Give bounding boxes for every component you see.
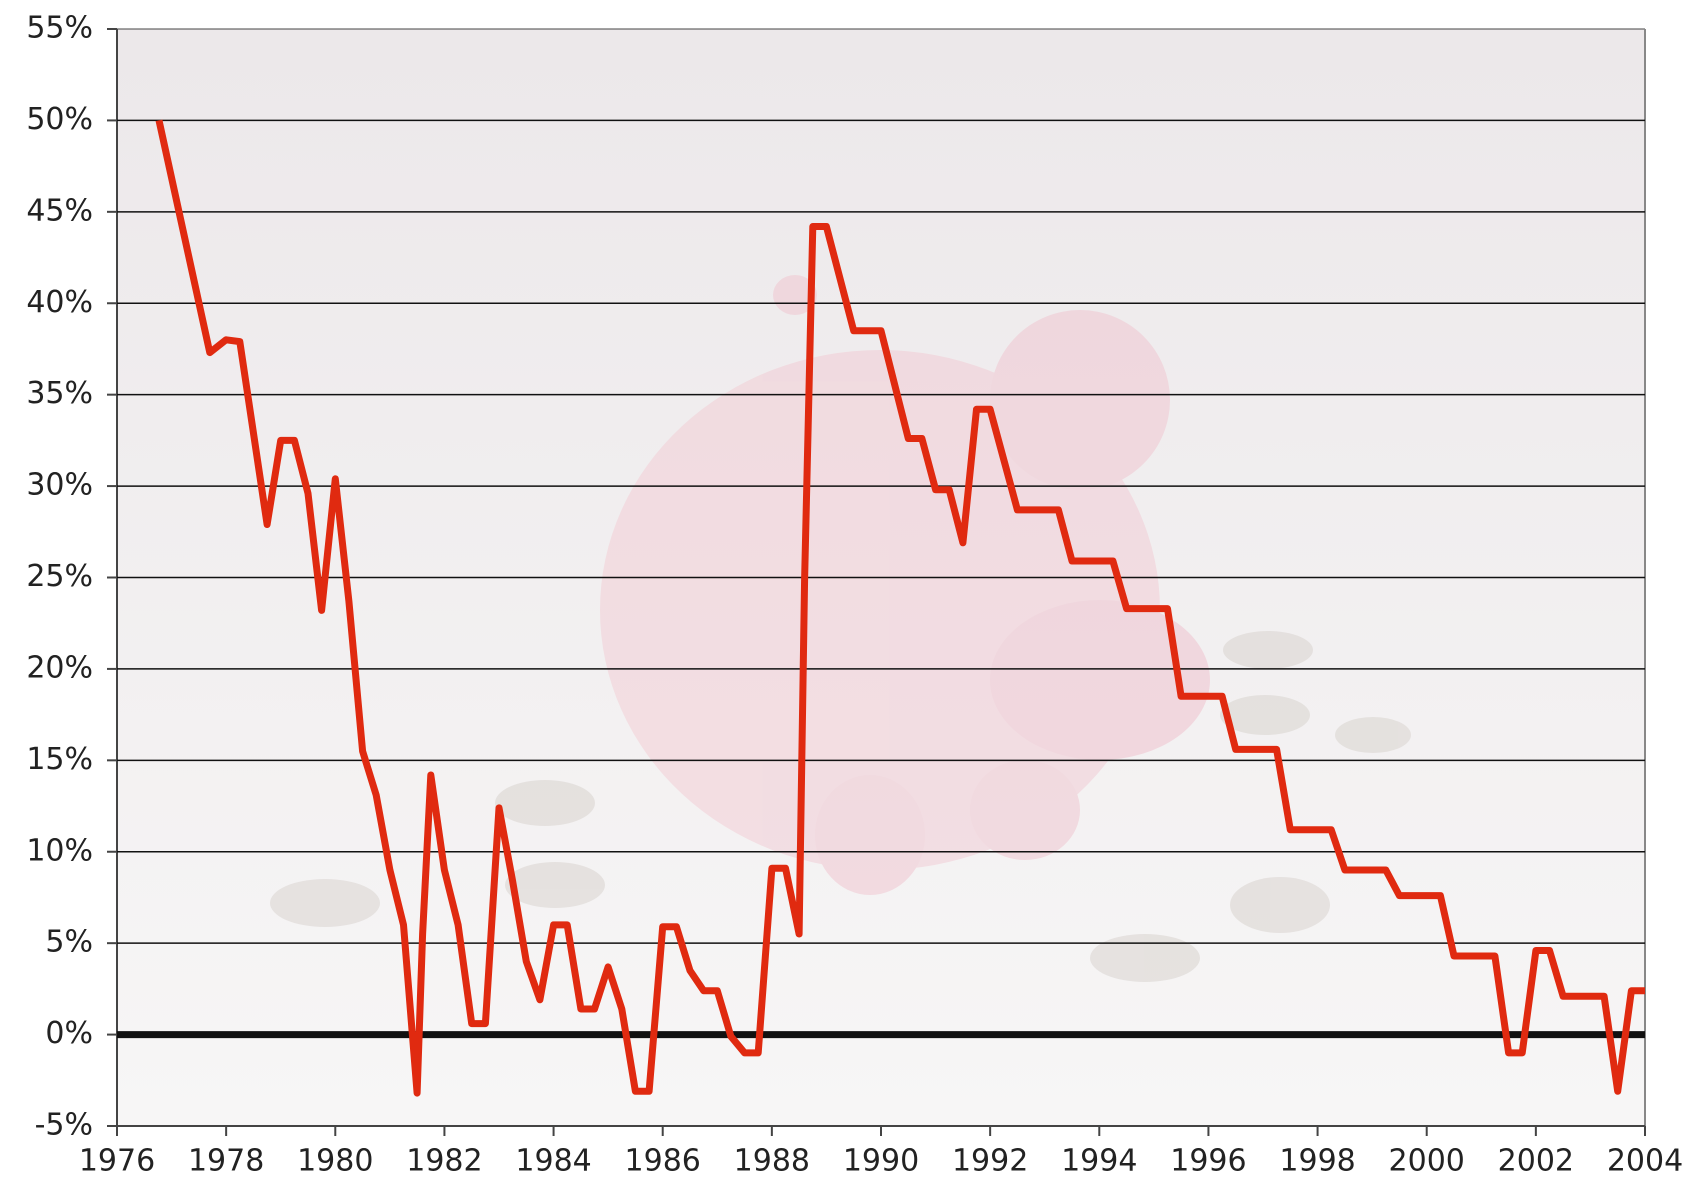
x-tick-label: 2000 <box>1389 1144 1465 1179</box>
y-tick-label: 35% <box>26 376 93 411</box>
page: {"chart_data": {"type": "line", "x": [19… <box>0 0 1685 1193</box>
x-tick-label: 1990 <box>843 1144 919 1179</box>
x-tick-label: 1978 <box>188 1144 264 1179</box>
y-tick-label: 10% <box>26 833 93 868</box>
x-tick-label: 1994 <box>1061 1144 1137 1179</box>
y-tick-label: 5% <box>45 925 93 960</box>
y-tick-label: 45% <box>26 193 93 228</box>
y-tick-label: 20% <box>26 650 93 685</box>
y-tick-label: 25% <box>26 559 93 594</box>
y-tick-label: 15% <box>26 742 93 777</box>
y-tick-label: -5% <box>35 1108 93 1143</box>
x-tick-label: 2002 <box>1498 1144 1574 1179</box>
x-tick-label: 1982 <box>406 1144 482 1179</box>
x-tick-label: 1988 <box>734 1144 810 1179</box>
y-tick-label: 40% <box>26 285 93 320</box>
x-tick-label: 1992 <box>952 1144 1028 1179</box>
x-tick-label: 1996 <box>1170 1144 1246 1179</box>
y-tick-label: 55% <box>26 11 93 46</box>
y-tick-label: 0% <box>45 1016 93 1051</box>
x-tick-label: 1980 <box>297 1144 373 1179</box>
x-tick-label: 1998 <box>1279 1144 1355 1179</box>
x-tick-label: 1976 <box>79 1144 155 1179</box>
x-tick-label: 2004 <box>1607 1144 1683 1179</box>
y-tick-label: 30% <box>26 468 93 503</box>
x-tick-label: 1986 <box>625 1144 701 1179</box>
y-tick-label: 50% <box>26 102 93 137</box>
x-tick-label: 1984 <box>515 1144 591 1179</box>
chart: -5% 0% 5% 10% 15% 20% 25% 30% 35% 40% 45% 50% 55% 197… <box>0 0 1685 1193</box>
